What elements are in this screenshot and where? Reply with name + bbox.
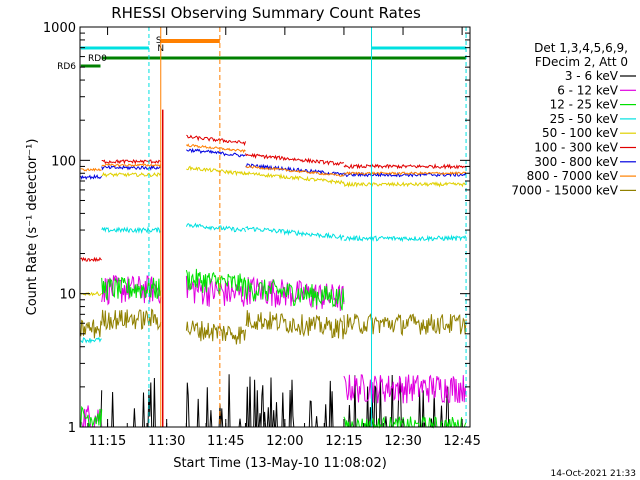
x-axis-label: Start Time (13-May-10 11:08:02)	[173, 456, 387, 471]
series-5-segment	[186, 134, 246, 147]
event-markers	[148, 27, 467, 427]
series-4-segment	[80, 290, 103, 297]
saa-flag-label: S	[156, 36, 162, 46]
series-8-segment	[343, 313, 467, 337]
legend-entry-label: 25 - 50 keV	[550, 112, 619, 126]
series-3-segment	[245, 225, 345, 242]
y-tick-label: 100	[51, 154, 76, 169]
series-3-segment	[80, 336, 102, 344]
y-tick-label: 1000	[43, 21, 76, 36]
series-7-segment	[80, 167, 102, 172]
series-4-segment	[101, 171, 162, 178]
series-5-segment	[101, 159, 162, 165]
series-7-segment	[186, 143, 246, 154]
series-5-segment	[245, 152, 344, 166]
series-4-segment	[186, 165, 246, 177]
x-axis-ticks: 11:15 11:30 11:45 12:00 12:15 12:30 12:45	[87, 27, 481, 449]
y-axis-ticks: 1 10 100 1000	[43, 21, 470, 436]
chart-title: RHESSI Observing Summary Count Rates	[111, 4, 421, 22]
legend-entry-label: 300 - 800 keV	[534, 155, 618, 169]
series-lines	[80, 109, 467, 429]
series-4	[80, 165, 467, 297]
series-2-segment	[343, 415, 467, 429]
series-1-segment	[101, 275, 162, 306]
series-3-segment	[185, 222, 246, 233]
series-6-segment	[186, 147, 246, 158]
y-tick-label: 1	[68, 421, 76, 436]
rd0-flag-label: RD0	[88, 54, 107, 64]
series-0-segment	[185, 374, 246, 428]
legend-entry-label: 50 - 100 keV	[542, 126, 619, 140]
series-6-segment	[245, 163, 344, 177]
series-4-segment	[343, 181, 467, 188]
series-3	[80, 222, 467, 344]
series-3-segment	[343, 234, 467, 243]
series-0-segment	[101, 377, 161, 428]
series-8-segment	[245, 310, 345, 340]
legend-entry-label: 800 - 7000 keV	[527, 169, 619, 183]
series-7-segment	[245, 165, 345, 177]
series-1	[80, 275, 467, 428]
x-tick-label: 12:00	[266, 434, 303, 449]
series-2-segment	[101, 276, 162, 301]
x-tick-label: 11:15	[89, 434, 126, 449]
legend-entry-label: 3 - 6 keV	[565, 69, 619, 83]
series-3-segment	[101, 226, 162, 235]
legend-entry-label: 100 - 300 keV	[534, 141, 618, 155]
x-tick-label: 12:30	[384, 434, 421, 449]
footer-timestamp: 14-Oct-2021 21:33	[551, 469, 636, 479]
series-0-segment	[245, 376, 344, 428]
series-5-segment	[80, 256, 102, 263]
legend-entry-label: 7000 - 15000 keV	[511, 183, 618, 197]
y-tick-label: 10	[59, 288, 76, 303]
flag-bars: SNRD0RD6	[57, 36, 467, 72]
plot-frame	[79, 26, 471, 428]
series-8-segment	[101, 308, 162, 331]
legend-header-line: Det 1,3,4,5,6,9,	[534, 41, 628, 55]
series-8-segment	[80, 319, 103, 339]
series-2-segment	[80, 405, 103, 428]
series-1-segment	[343, 374, 467, 404]
rd6-flag-label: RD6	[57, 62, 76, 72]
series-2-segment	[185, 268, 246, 297]
series-8-segment	[185, 320, 246, 345]
x-tick-label: 11:45	[207, 434, 244, 449]
x-tick-label: 12:15	[325, 434, 362, 449]
legend-header-line: FDecim 2, Att 0	[535, 55, 628, 69]
x-tick-label: 12:45	[443, 434, 480, 449]
series-6-segment	[80, 173, 103, 180]
legend: Det 1,3,4,5,6,9,FDecim 2, Att 03 - 6 keV…	[511, 41, 636, 197]
y-axis-label: Count Rate (s⁻¹ detector⁻¹)	[25, 139, 40, 316]
legend-entry-label: 6 - 12 keV	[557, 83, 619, 97]
series-4-segment	[245, 170, 345, 185]
series-8	[80, 308, 467, 345]
series-6-segment	[101, 164, 162, 171]
legend-entry-label: 12 - 25 keV	[550, 98, 619, 112]
x-tick-label: 11:30	[148, 434, 185, 449]
series-7-segment	[101, 163, 162, 168]
series-5-segment	[343, 163, 467, 170]
series-5	[80, 134, 467, 263]
series-7	[80, 143, 467, 177]
series-2-segment	[245, 278, 345, 311]
series-7-segment	[343, 171, 467, 176]
